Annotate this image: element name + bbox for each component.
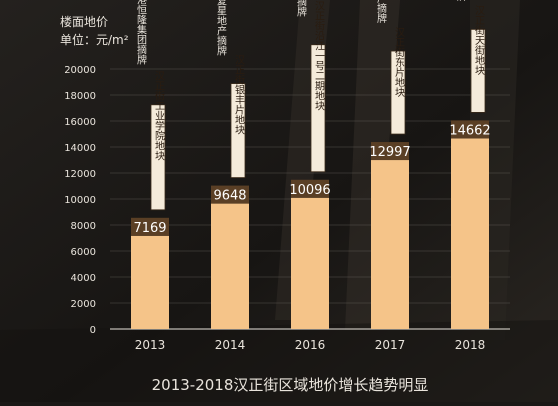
parcel-label-box bbox=[470, 28, 486, 113]
bar bbox=[291, 197, 329, 329]
y-tick-label: 2000 bbox=[71, 299, 96, 310]
y-tick-label: 16000 bbox=[64, 117, 96, 128]
y-tick-label: 14000 bbox=[64, 143, 96, 154]
x-tick-label: 2014 bbox=[215, 338, 246, 352]
chart-title: 2013-2018汉正街区域地价增长趋势明显 bbox=[152, 376, 429, 394]
parcel-label: 汉正街沿江一号二期地块 bbox=[313, 1, 325, 112]
x-tick-label: 2017 bbox=[375, 338, 406, 352]
bar-value-cap bbox=[371, 142, 409, 161]
y-axis-ticks: 0 2000 4000 6000 8000 10000 12000 14000 16000 180… bbox=[64, 65, 96, 336]
parcel-label-box bbox=[390, 50, 406, 135]
y-tick-label: 10000 bbox=[64, 195, 96, 206]
data-label: 10096 bbox=[289, 183, 330, 198]
bar bbox=[371, 160, 409, 329]
y-tick-label: 6000 bbox=[71, 247, 96, 258]
data-label: 9648 bbox=[213, 189, 246, 204]
bar-value-cap bbox=[451, 120, 489, 139]
x-tick-label: 2013 bbox=[135, 338, 166, 352]
parcel-label: 汉正街东片地块 bbox=[393, 27, 405, 98]
bar-series: 7169汉正街工业学院地块香港恒隆集团摘牌9648汉正街银丰片地块复星地产摘牌1… bbox=[131, 0, 491, 329]
y-tick-label: 20000 bbox=[64, 65, 96, 76]
x-axis-ticks: 2013 2014 2016 2017 2018 bbox=[135, 338, 486, 352]
y-tick-label: 4000 bbox=[71, 273, 96, 284]
bar-value-cap bbox=[291, 179, 329, 198]
bar-annotation: 汉正街天街地块 嘉里建设摘牌 bbox=[455, 0, 486, 113]
y-tick-label: 8000 bbox=[71, 221, 96, 232]
parcel-label-box bbox=[230, 83, 246, 178]
data-label: 7169 bbox=[133, 221, 166, 236]
data-label: 12997 bbox=[369, 145, 410, 160]
x-tick-label: 2016 bbox=[295, 338, 326, 352]
parcel-label-box bbox=[310, 44, 326, 173]
bar-value-cap bbox=[211, 185, 249, 204]
bar-annotation: 汉正街东片地块复星地产摘牌 bbox=[375, 0, 406, 135]
parcel-label: 汉正街天街地块 bbox=[473, 5, 485, 76]
buyer-label: 绿地集团摘牌 bbox=[295, 0, 307, 18]
x-tick-label: 2018 bbox=[455, 338, 486, 352]
parcel-label: 汉正街工业学院地块 bbox=[153, 71, 165, 162]
bar bbox=[211, 203, 249, 329]
parcel-label: 汉正街银丰片地块 bbox=[233, 54, 245, 135]
bar-value-cap bbox=[131, 217, 169, 236]
buyer-label: 复星地产摘牌 bbox=[215, 0, 227, 56]
data-label: 14662 bbox=[449, 123, 490, 138]
y-tick-label: 18000 bbox=[64, 91, 96, 102]
y-axis-unit: 单位：元/m² bbox=[60, 32, 129, 47]
y-axis-title: 楼面地价 bbox=[60, 14, 108, 29]
decor-floor bbox=[0, 320, 558, 402]
buyer-label: 复星地产摘牌 bbox=[375, 0, 387, 24]
parcel-label-box bbox=[150, 104, 166, 211]
buyer-label: 嘉里建设摘牌 bbox=[455, 0, 467, 2]
buyer-label: 香港恒隆集团摘牌 bbox=[135, 0, 147, 66]
bar bbox=[131, 235, 169, 329]
bar bbox=[451, 138, 489, 329]
bar-annotation: 汉正街沿江一号二期地块绿地集团摘牌 bbox=[295, 0, 326, 173]
y-tick-label: 0 bbox=[90, 325, 96, 336]
y-tick-label: 12000 bbox=[64, 169, 96, 180]
